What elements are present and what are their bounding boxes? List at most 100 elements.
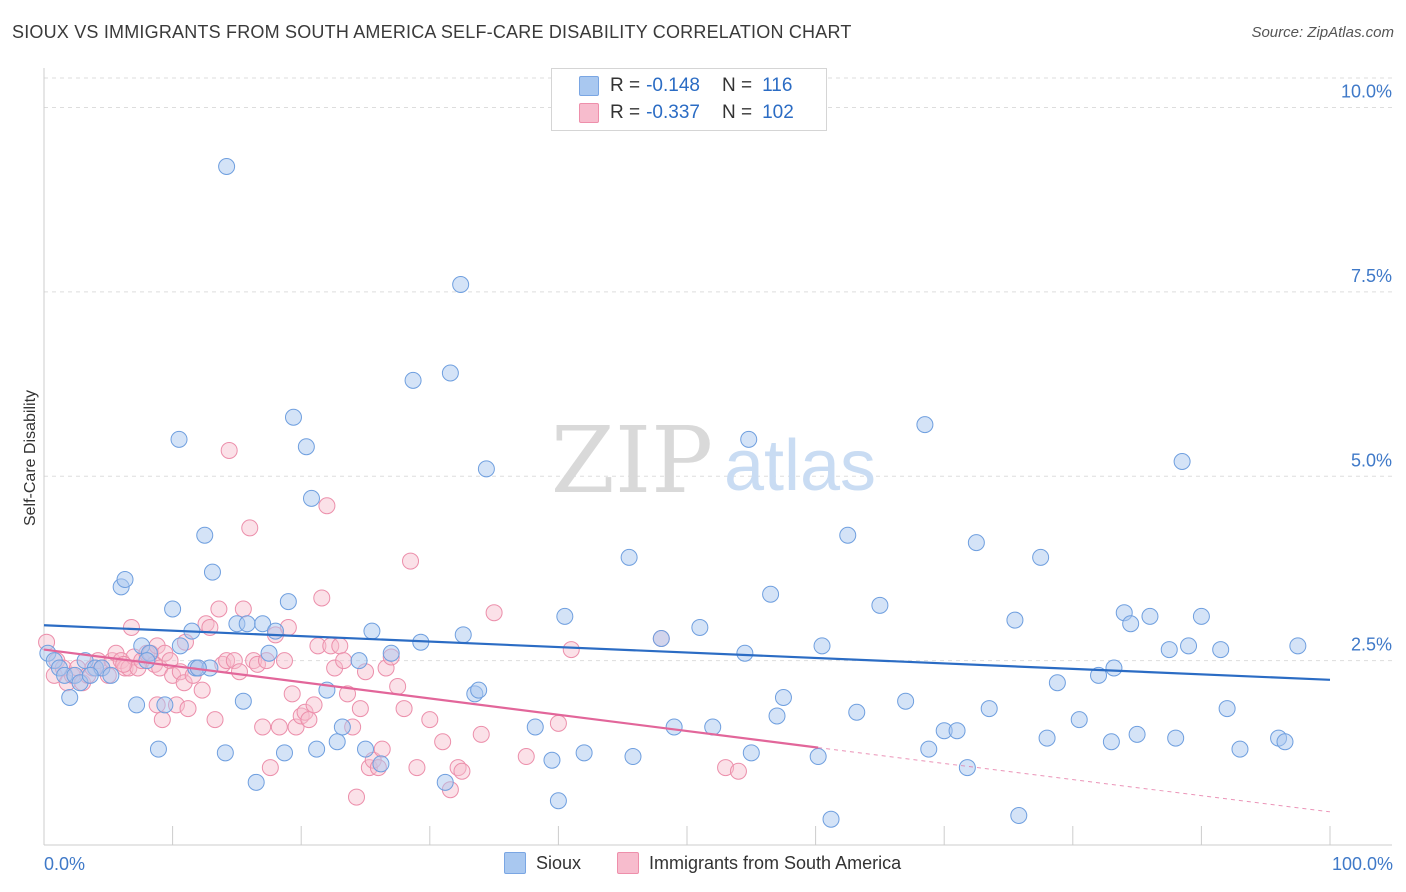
- sioux-point: [382, 644, 400, 662]
- immigrants-point: [206, 711, 224, 729]
- y-tick-label: 5.0%: [1351, 450, 1392, 470]
- stats-row-sioux: R = -0.148 N = 116: [552, 73, 792, 99]
- sioux-point: [452, 276, 470, 293]
- immigrants-point: [335, 652, 353, 670]
- watermark-zip: ZIP: [551, 407, 713, 514]
- sioux-point: [916, 416, 934, 434]
- sioux-point: [266, 622, 284, 640]
- sioux-point: [742, 744, 760, 762]
- stats-legend-box: R = -0.148 N = 116 R = -0.337 N = 102: [551, 68, 827, 131]
- sioux-point: [1289, 637, 1307, 655]
- sioux-point: [81, 666, 99, 684]
- sioux-point: [1010, 807, 1028, 824]
- immigrants-point: [434, 733, 452, 751]
- sioux-point: [1141, 607, 1159, 625]
- legend-item-sioux[interactable]: Sioux: [504, 852, 581, 874]
- sioux-point: [357, 740, 374, 758]
- sioux-point: [284, 408, 302, 426]
- sioux-point: [218, 158, 236, 175]
- y-axis-label: Self-Care Disability: [22, 390, 39, 526]
- immigrants-point: [338, 685, 356, 703]
- immigrants-point: [275, 652, 293, 670]
- sioux-point: [762, 585, 780, 603]
- sioux-point: [156, 696, 174, 714]
- sioux-point: [980, 700, 998, 718]
- y-tick-label: 7.5%: [1351, 266, 1392, 286]
- chart-source: Source: ZipAtlas.com: [1251, 24, 1394, 41]
- immigrants-point: [179, 700, 197, 718]
- sioux-point: [1105, 659, 1123, 677]
- sioux-point: [549, 792, 567, 810]
- sioux-point: [441, 364, 459, 382]
- sioux-point: [1180, 637, 1198, 655]
- sioux-point: [736, 644, 754, 662]
- sioux-point: [1276, 733, 1294, 751]
- sioux-swatch: [579, 76, 599, 96]
- sioux-point: [871, 596, 889, 614]
- watermark: ZIP atlas: [551, 407, 876, 514]
- immigrants-point: [373, 740, 391, 758]
- sioux-point: [363, 622, 381, 640]
- sioux-point: [624, 748, 642, 765]
- immigrants-point: [248, 655, 266, 673]
- sioux-point: [1090, 666, 1108, 684]
- sioux-point: [470, 681, 488, 699]
- sioux-point: [813, 637, 831, 655]
- sioux-point: [171, 637, 189, 655]
- sioux-point: [477, 460, 495, 478]
- sioux-point: [958, 759, 976, 777]
- n-label: N =: [721, 75, 753, 96]
- immigrants-point: [326, 659, 344, 677]
- immigrants-point: [395, 700, 413, 718]
- immigrants-point: [122, 618, 140, 636]
- sioux-point: [436, 773, 454, 791]
- sioux-point: [774, 689, 792, 706]
- sioux-point: [556, 607, 574, 625]
- sioux-point: [238, 615, 256, 633]
- n-label: N =: [721, 102, 753, 123]
- sioux-trend-line: [43, 624, 1331, 681]
- sioux-point: [170, 430, 188, 448]
- immigrants-point: [305, 696, 323, 714]
- sioux-point: [948, 722, 966, 740]
- immigrants-point: [453, 762, 471, 780]
- sioux-point: [848, 703, 866, 721]
- sioux-point: [1218, 700, 1236, 718]
- sioux-point: [138, 652, 156, 670]
- sioux-point: [116, 571, 134, 588]
- immigrants-point: [408, 759, 426, 777]
- immigrants-point: [261, 759, 279, 777]
- sioux-point: [740, 430, 758, 448]
- sioux-point: [1167, 729, 1185, 747]
- immigrants-point: [270, 718, 288, 736]
- sioux-point: [897, 692, 915, 710]
- sioux-point: [1038, 729, 1056, 747]
- immigrants-point: [287, 718, 305, 736]
- bottom-legend: Sioux Immigrants from South America: [0, 852, 1406, 878]
- sioux-point: [620, 548, 638, 566]
- immigrants-point: [234, 600, 252, 618]
- n-value-immigrants: 102: [762, 102, 794, 123]
- sioux-point: [1006, 611, 1024, 629]
- sioux-point: [1102, 733, 1120, 751]
- immigrants-point: [241, 519, 259, 537]
- trend-layer: [43, 624, 1331, 813]
- legend-swatch-sioux: [504, 852, 526, 874]
- sioux-point: [275, 744, 293, 762]
- immigrants-point: [225, 652, 243, 670]
- immigrants-point: [421, 711, 439, 729]
- legend-label-sioux: Sioux: [536, 852, 582, 873]
- grid-layer: [44, 77, 1392, 662]
- stats-row-immigrants: R = -0.337 N = 102: [552, 100, 794, 126]
- legend-swatch-immigrants: [617, 852, 639, 874]
- legend-item-immigrants[interactable]: Immigrants from South America: [617, 852, 901, 874]
- immigrants-point: [318, 497, 336, 515]
- sioux-point: [279, 593, 297, 611]
- immigrants-point: [175, 674, 193, 692]
- legend-label-immigrants: Immigrants from South America: [649, 852, 902, 873]
- sioux-point: [920, 740, 938, 758]
- sioux-point: [1212, 641, 1230, 659]
- immigrants-point: [351, 700, 369, 718]
- r-label: R =: [610, 102, 641, 123]
- immigrants-point: [210, 600, 228, 618]
